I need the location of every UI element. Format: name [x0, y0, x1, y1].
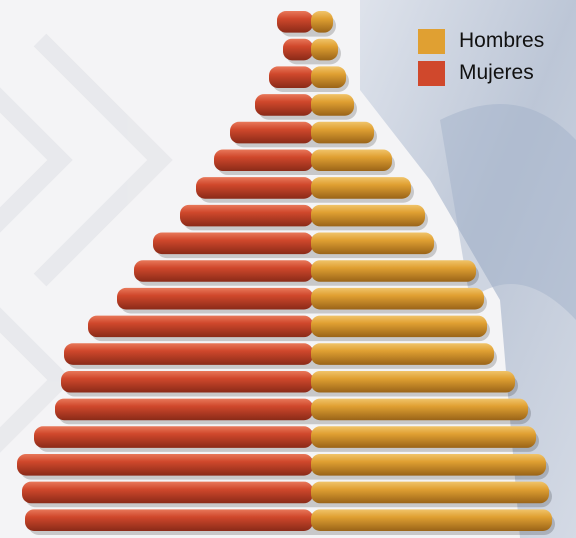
- bar-mujeres: [283, 38, 313, 61]
- bar-hombres: [311, 121, 374, 144]
- bar-mujeres: [214, 149, 313, 172]
- bar-hombres: [311, 398, 528, 421]
- bar-mujeres: [117, 287, 313, 310]
- bar-mujeres: [153, 232, 313, 255]
- bar-mujeres: [55, 398, 313, 421]
- bar-hombres: [311, 11, 333, 33]
- bar-hombres: [311, 38, 338, 61]
- bar-hombres: [311, 66, 346, 89]
- bar-mujeres: [17, 453, 313, 476]
- bar-mujeres: [64, 343, 313, 365]
- bar-mujeres: [269, 66, 313, 89]
- bar-mujeres: [180, 204, 313, 227]
- bar-hombres: [311, 426, 536, 448]
- bar-mujeres: [61, 370, 313, 393]
- bar-mujeres: [277, 11, 313, 33]
- bar-hombres: [311, 232, 434, 255]
- legend-item-hombres: Hombres: [418, 25, 544, 57]
- bar-hombres: [311, 204, 425, 227]
- legend-swatch-mujeres: [418, 60, 445, 86]
- bar-mujeres: [22, 481, 313, 504]
- bar-mujeres: [230, 121, 313, 144]
- bar-hombres: [311, 343, 494, 365]
- bar-hombres: [311, 315, 487, 338]
- bar-hombres: [311, 509, 552, 531]
- bar-mujeres: [134, 260, 313, 282]
- bar-mujeres: [34, 426, 313, 448]
- bar-mujeres: [25, 509, 313, 531]
- bar-hombres: [311, 287, 484, 310]
- bar-hombres: [311, 453, 546, 476]
- bar-hombres: [311, 177, 411, 199]
- legend-label-hombres: Hombres: [459, 29, 545, 52]
- bar-hombres: [311, 149, 392, 172]
- legend-label-mujeres: Mujeres: [459, 61, 534, 84]
- bar-hombres: [311, 260, 476, 282]
- bar-hombres: [311, 94, 354, 116]
- legend-item-mujeres: Mujeres: [418, 57, 544, 89]
- bar-hombres: [311, 481, 549, 504]
- bar-mujeres: [255, 94, 313, 116]
- bar-mujeres: [88, 315, 313, 338]
- pyramid-bars: [17, 11, 555, 535]
- legend: Hombres Mujeres: [418, 25, 544, 89]
- bar-hombres: [311, 370, 515, 393]
- legend-swatch-hombres: [418, 28, 445, 54]
- bar-mujeres: [196, 177, 313, 199]
